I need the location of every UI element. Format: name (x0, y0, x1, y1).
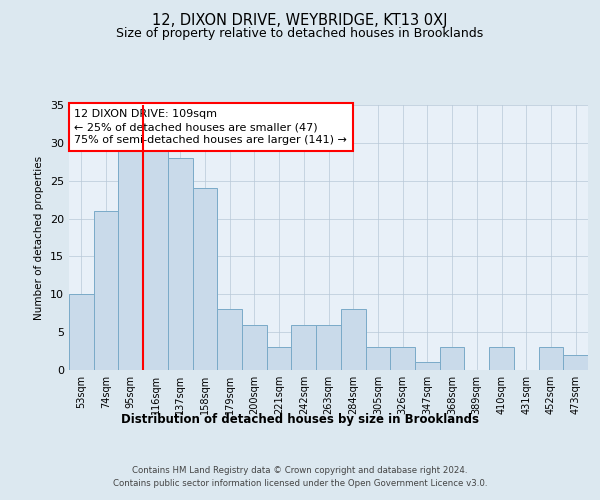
Bar (217, 310, 242, 370)
Text: 12, DIXON DRIVE, WEYBRIDGE, KT13 0XJ: 12, DIXON DRIVE, WEYBRIDGE, KT13 0XJ (152, 12, 448, 28)
Y-axis label: Number of detached properties: Number of detached properties (34, 156, 44, 320)
Bar (415, 362, 440, 370)
Bar (94, 211, 118, 370)
Bar (118, 150, 143, 370)
Text: Contains public sector information licensed under the Open Government Licence v3: Contains public sector information licen… (113, 479, 487, 488)
Bar (193, 188, 217, 370)
Bar (267, 348, 292, 370)
Bar (168, 158, 193, 370)
Bar (365, 348, 390, 370)
Bar (292, 324, 316, 370)
Bar (69, 294, 94, 370)
Bar (316, 324, 341, 370)
Bar (390, 348, 415, 370)
Bar (539, 348, 563, 370)
Bar (440, 348, 464, 370)
Text: Size of property relative to detached houses in Brooklands: Size of property relative to detached ho… (116, 28, 484, 40)
Text: Contains HM Land Registry data © Crown copyright and database right 2024.: Contains HM Land Registry data © Crown c… (132, 466, 468, 475)
Bar (489, 348, 514, 370)
Bar (563, 355, 588, 370)
Bar (242, 324, 267, 370)
Text: Distribution of detached houses by size in Brooklands: Distribution of detached houses by size … (121, 412, 479, 426)
Text: 12 DIXON DRIVE: 109sqm
← 25% of detached houses are smaller (47)
75% of semi-det: 12 DIXON DRIVE: 109sqm ← 25% of detached… (74, 109, 347, 146)
Bar (341, 310, 365, 370)
Bar (143, 150, 168, 370)
